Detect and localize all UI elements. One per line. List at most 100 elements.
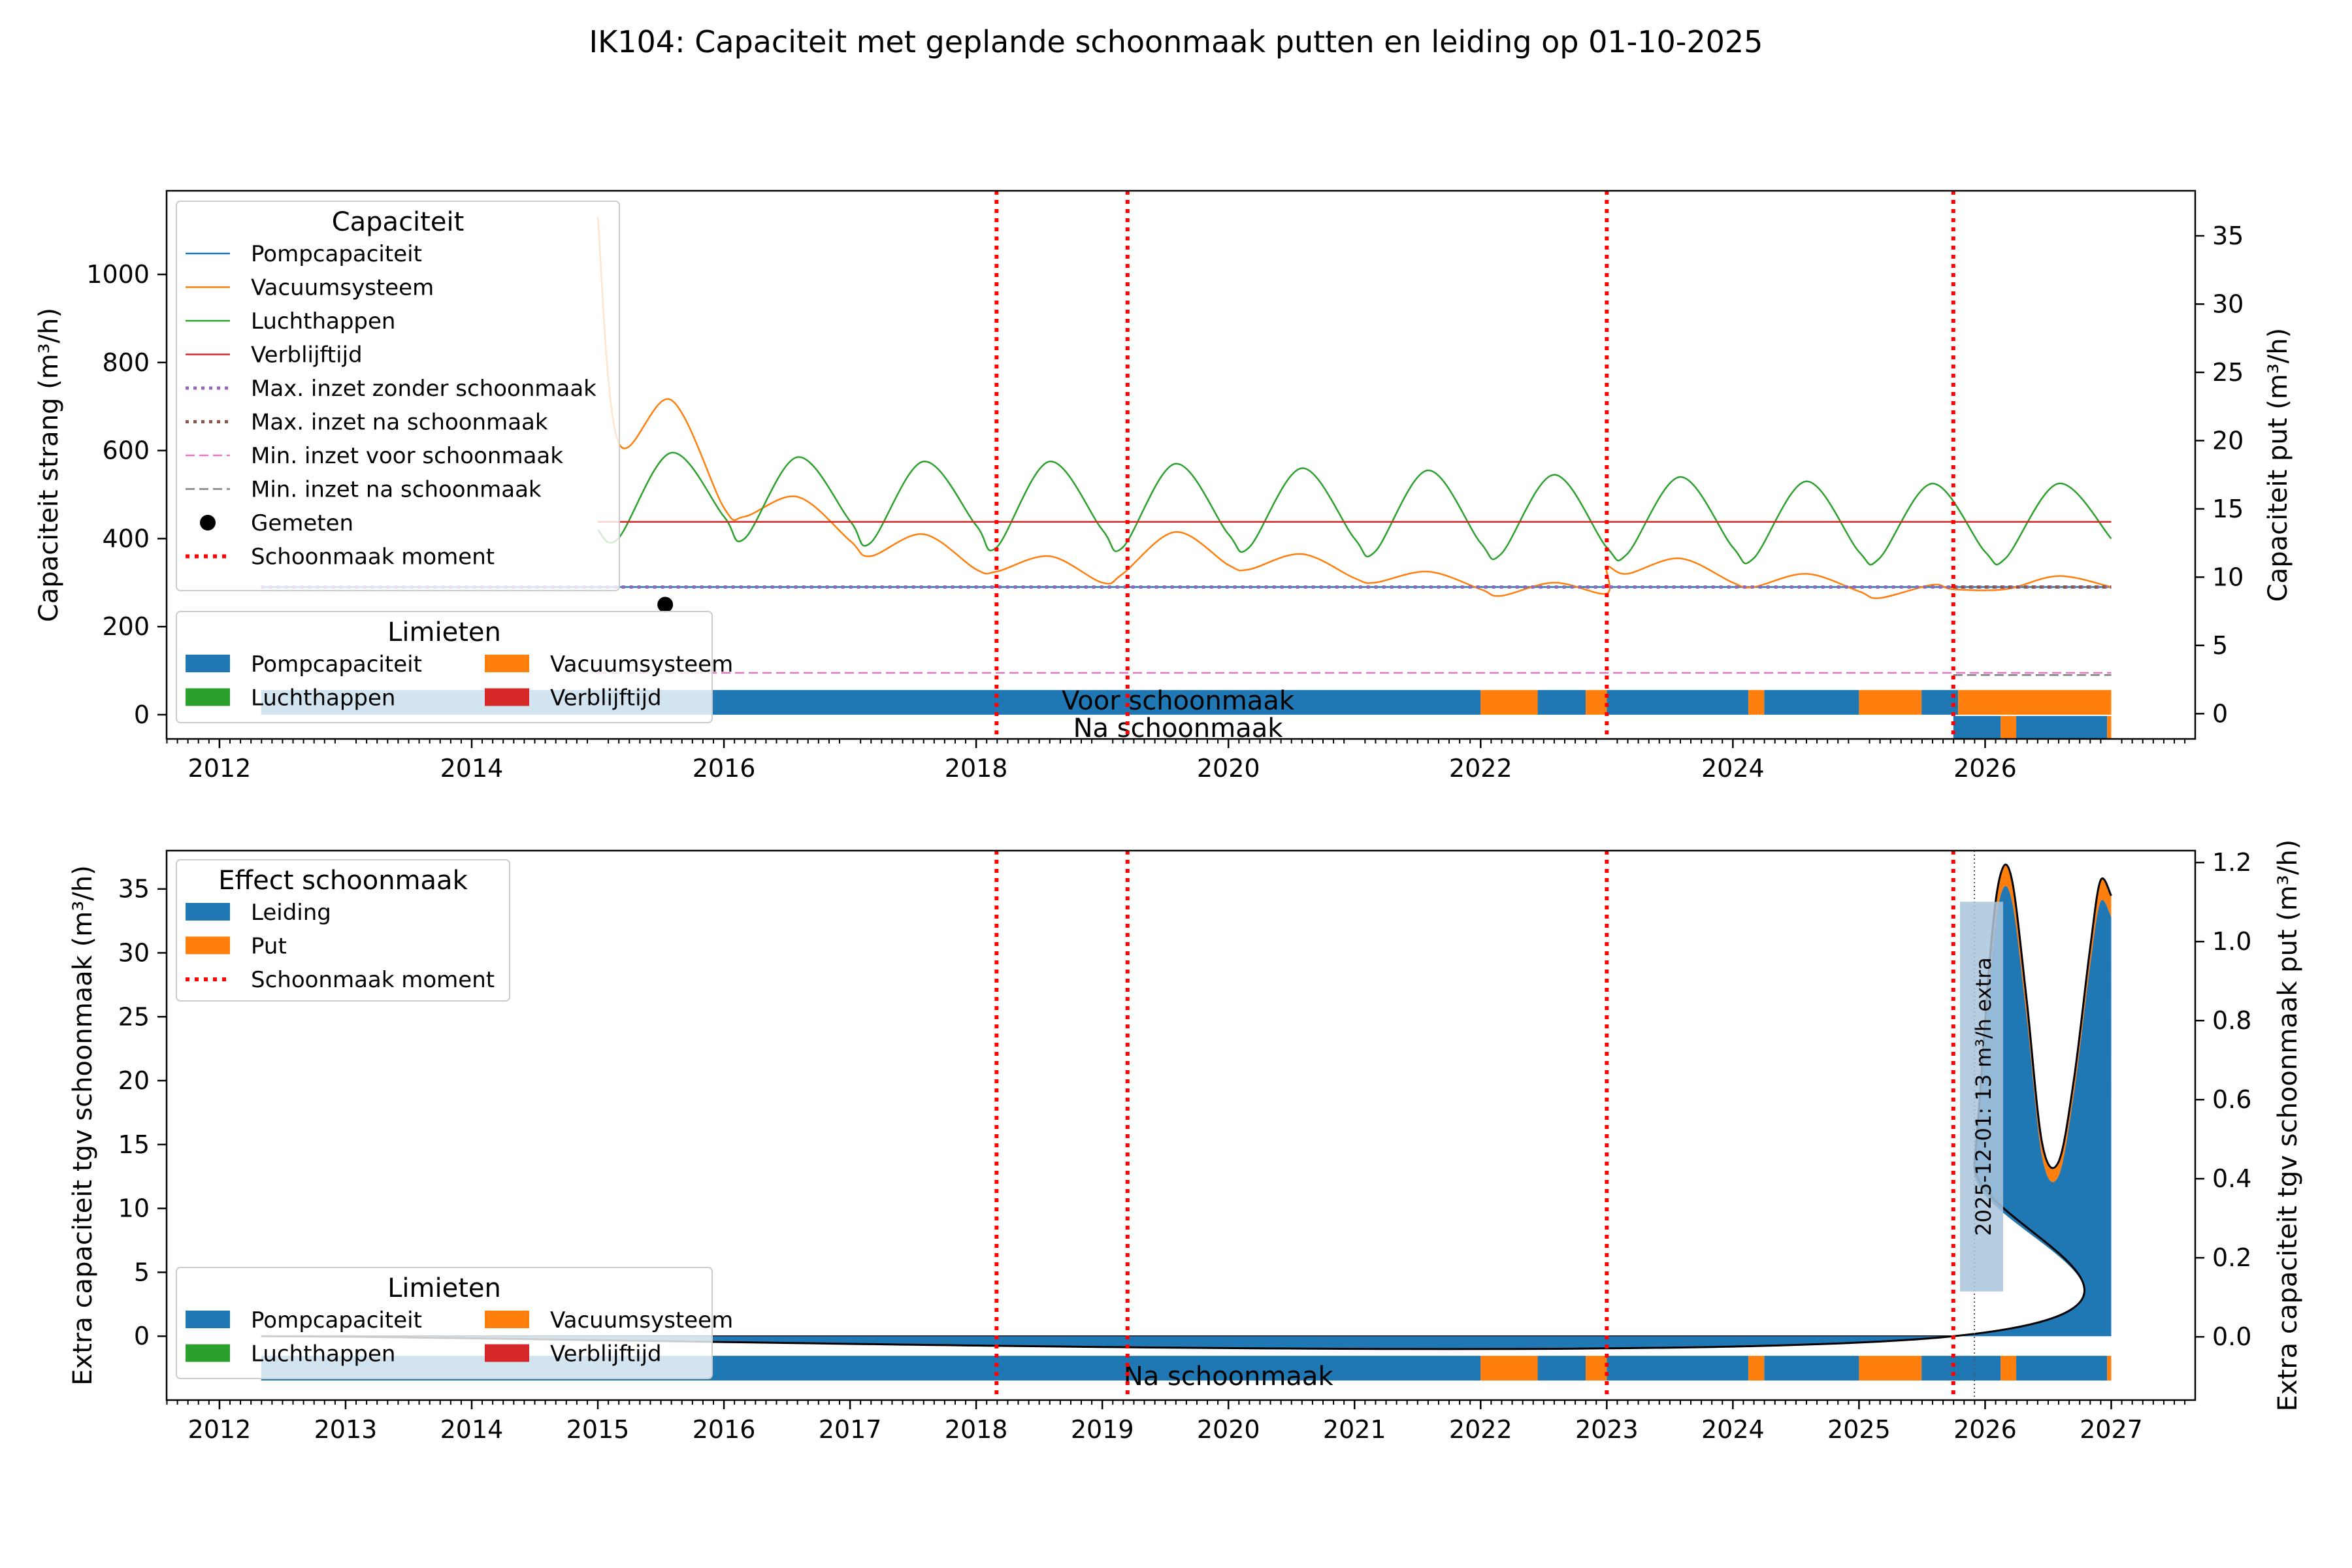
bottom-limieten-legend-frame xyxy=(176,1267,713,1379)
top-voor-limit-segment xyxy=(1764,690,1859,715)
bottom-x-tick-label: 2021 xyxy=(1323,1415,1386,1444)
top-x-tick-label: 2022 xyxy=(1449,754,1512,783)
bottom-x-tick-label: 2020 xyxy=(1197,1415,1260,1444)
top-y2-axis-label: Capaciteit put (m³/h) xyxy=(2263,328,2293,602)
bottom-y2-tick-label: 1.2 xyxy=(2212,848,2251,877)
top-na-limit-segment xyxy=(2107,715,2112,739)
top-x-tick-label: 2012 xyxy=(188,754,252,783)
top-capaciteit-legend-frame xyxy=(176,201,620,591)
top-capaciteit-legend-entry: Max. inzet zonder schoonmaak xyxy=(251,376,596,402)
bottom-y-tick-label: 30 xyxy=(118,938,150,967)
top-voor-limit-segment xyxy=(1859,690,1922,715)
bottom-y-tick-label: 10 xyxy=(118,1194,150,1223)
top-capaciteit-legend-entry: Min. inzet na schoonmaak xyxy=(251,477,542,503)
bottom-effect-legend-swatch xyxy=(186,936,230,955)
top-x-tick-label: 2014 xyxy=(440,754,504,783)
bottom-x-tick-label: 2013 xyxy=(314,1415,378,1444)
bottom-limieten-legend-entry: Luchthappen xyxy=(251,1341,395,1367)
top-voor-limit-segment xyxy=(1537,690,1586,715)
bottom-na-limit-segment xyxy=(1607,1356,1749,1381)
bottom-y-tick-label: 20 xyxy=(118,1066,150,1095)
top-limieten-legend-frame xyxy=(176,611,713,723)
series-line-luchthappen xyxy=(597,451,2112,566)
bottom-x-tick-label: 2027 xyxy=(2080,1415,2143,1444)
top-limieten-legend-entry: Vacuumsysteem xyxy=(550,651,733,678)
top-capaciteit-legend-entry: Vacuumsysteem xyxy=(251,275,434,301)
top-voor-limit-segment xyxy=(1958,690,2112,715)
top-axes-frame xyxy=(165,189,2197,740)
bottom-y-tick-label: 15 xyxy=(118,1130,150,1159)
top-y2-tick-label: 25 xyxy=(2212,358,2244,387)
bottom-x-tick-label: 2024 xyxy=(1701,1415,1765,1444)
bottom-limieten-legend-entry: Verblijftijd xyxy=(550,1341,662,1367)
bottom-na-limit-segment xyxy=(2016,1356,2108,1381)
top-capaciteit-legend-entry: Max. inzet na schoonmaak xyxy=(251,410,548,436)
bottom-limieten-legend-swatch xyxy=(186,1311,230,1328)
bottom-x-tick-label: 2023 xyxy=(1575,1415,1639,1444)
top-y2-tick-label: 15 xyxy=(2212,495,2244,523)
bottom-x-tick-label: 2026 xyxy=(1953,1415,2017,1444)
bottom-x-tick-label: 2025 xyxy=(1827,1415,1891,1444)
bottom-na-limit-segment xyxy=(1480,1356,1538,1381)
top-y2-tick-label: 5 xyxy=(2212,631,2228,660)
top-capaciteit-legend-title: Capaciteit xyxy=(332,207,465,237)
bottom-y2-tick-label: 0.8 xyxy=(2212,1006,2251,1035)
bottom-x-tick-label: 2017 xyxy=(819,1415,882,1444)
top-x-tick-label: 2018 xyxy=(945,754,1008,783)
top-voor-limit-segment xyxy=(1586,690,1607,715)
top-limieten-legend-swatch xyxy=(186,688,230,706)
top-x-tick-label: 2016 xyxy=(693,754,756,783)
bottom-limieten-legend-entry: Vacuumsysteem xyxy=(550,1307,733,1333)
bottom-na-limit-segment xyxy=(1859,1356,1922,1381)
series-line-vacuumsysteem xyxy=(596,217,2112,599)
bottom-na-limit-segment xyxy=(1586,1356,1607,1381)
top-limieten-legend-swatch xyxy=(485,655,529,672)
top-voor-limit-segment xyxy=(1748,690,1765,715)
top-y-tick-label: 1000 xyxy=(86,260,150,289)
bottom-y2-axis-label: Extra capaciteit tgv schoonmaak put (m³/… xyxy=(2273,840,2303,1412)
bottom-effect-legend-entry: Put xyxy=(251,934,287,960)
top-y2-tick-label: 30 xyxy=(2212,289,2244,318)
top-capaciteit-legend-entry: Pompcapaciteit xyxy=(251,241,422,267)
bottom-effect-legend-entry: Schoonmaak moment xyxy=(251,967,495,993)
bottom-limieten-legend-entry: Pompcapaciteit xyxy=(251,1307,422,1333)
top-y-axis-label: Capaciteit strang (m³/h) xyxy=(34,308,64,622)
top-y-tick-label: 200 xyxy=(102,612,150,641)
area-total-outline xyxy=(261,863,2112,1350)
top-x-tick-label: 2026 xyxy=(1953,754,2017,783)
top-x-tick-label: 2020 xyxy=(1197,754,1260,783)
top-y2-tick-label: 10 xyxy=(2212,563,2244,591)
bottom-x-tick-label: 2019 xyxy=(1071,1415,1134,1444)
top-y-tick-label: 0 xyxy=(134,700,150,729)
bottom-limieten-legend-swatch xyxy=(485,1311,529,1328)
top-voor-limit-segment xyxy=(1480,690,1538,715)
top-limieten-legend-swatch xyxy=(485,688,529,706)
top-capaciteit-legend-entry: Schoonmaak moment xyxy=(251,544,495,570)
bottom-y-tick-label: 5 xyxy=(134,1258,150,1286)
top-limieten-legend-entry: Verblijftijd xyxy=(550,685,662,711)
bottom-x-tick-label: 2018 xyxy=(945,1415,1008,1444)
top-capaciteit-legend-entry: Luchthappen xyxy=(251,308,395,335)
bottom-limieten-legend-swatch xyxy=(485,1344,529,1362)
top-capaciteit-legend-swatch xyxy=(200,515,216,531)
bottom-y-tick-label: 35 xyxy=(118,875,150,904)
bottom-limieten-legend-title: Limieten xyxy=(387,1273,501,1303)
bottom-axes-frame xyxy=(165,849,2197,1401)
top-y-tick-label: 800 xyxy=(102,348,150,377)
bottom-effect-legend-swatch xyxy=(186,903,230,921)
bottom-na-limit-segment xyxy=(1537,1356,1586,1381)
annotation-box xyxy=(1960,902,2004,1292)
bottom-x-tick-label: 2022 xyxy=(1449,1415,1512,1444)
bottom-x-tick-label: 2012 xyxy=(188,1415,252,1444)
bottom-effect-legend-entry: Leiding xyxy=(251,900,331,926)
top-na-limit-segment xyxy=(2016,715,2108,739)
top-x-tick-label: 2024 xyxy=(1701,754,1765,783)
figure-title: IK104: Capaciteit met geplande schoonmaa… xyxy=(589,24,1763,59)
bottom-y2-tick-label: 1.0 xyxy=(2212,927,2251,956)
top-y2-tick-label: 0 xyxy=(2212,699,2228,728)
bottom-limieten-legend-swatch xyxy=(186,1344,230,1362)
annotation-text: 2025-12-01: 13 m³/h extra xyxy=(1971,957,1996,1235)
top-voor-limit-segment xyxy=(1607,690,1749,715)
